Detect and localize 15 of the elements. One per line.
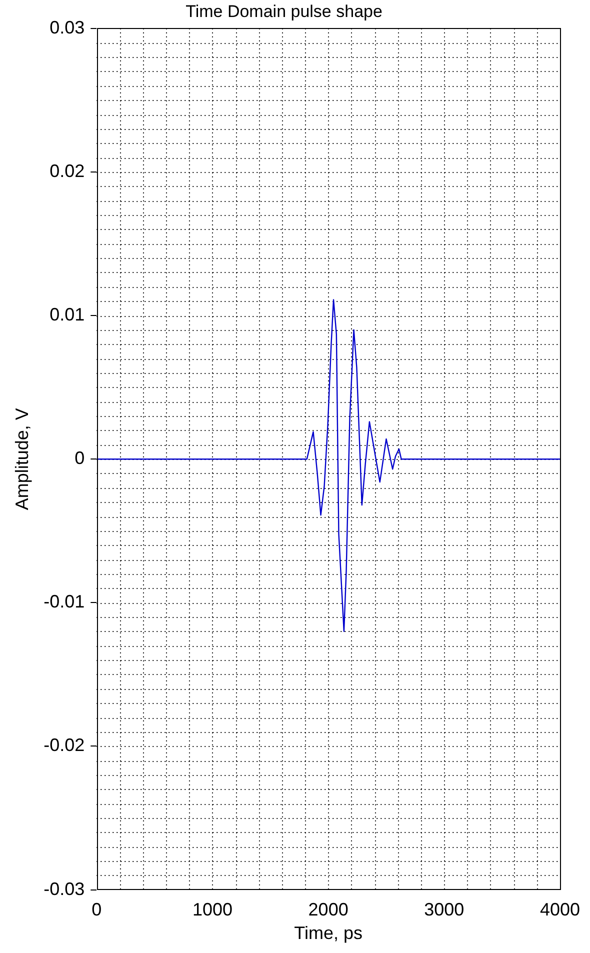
y-tick-label: 0.02 xyxy=(50,160,85,181)
x-tick-label: 2000 xyxy=(308,900,348,920)
x-tick-label: 0 xyxy=(92,900,102,920)
x-axis-title: Time, ps xyxy=(294,923,362,944)
y-tick-label: -0.01 xyxy=(44,592,85,612)
y-tick-label: 0.03 xyxy=(50,17,85,38)
x-tick-label: 4000 xyxy=(540,900,580,920)
x-tick-label: 3000 xyxy=(424,900,464,920)
y-axis-title: Amplitude, V xyxy=(12,408,32,510)
y-tick-label: -0.02 xyxy=(44,735,85,756)
chart-title: Time Domain pulse shape xyxy=(186,2,382,21)
y-tick-label: 0 xyxy=(74,448,85,468)
x-tick-label: 1000 xyxy=(192,900,232,920)
y-tick-label: 0.01 xyxy=(50,304,85,324)
y-tick-label: -0.03 xyxy=(44,878,85,899)
